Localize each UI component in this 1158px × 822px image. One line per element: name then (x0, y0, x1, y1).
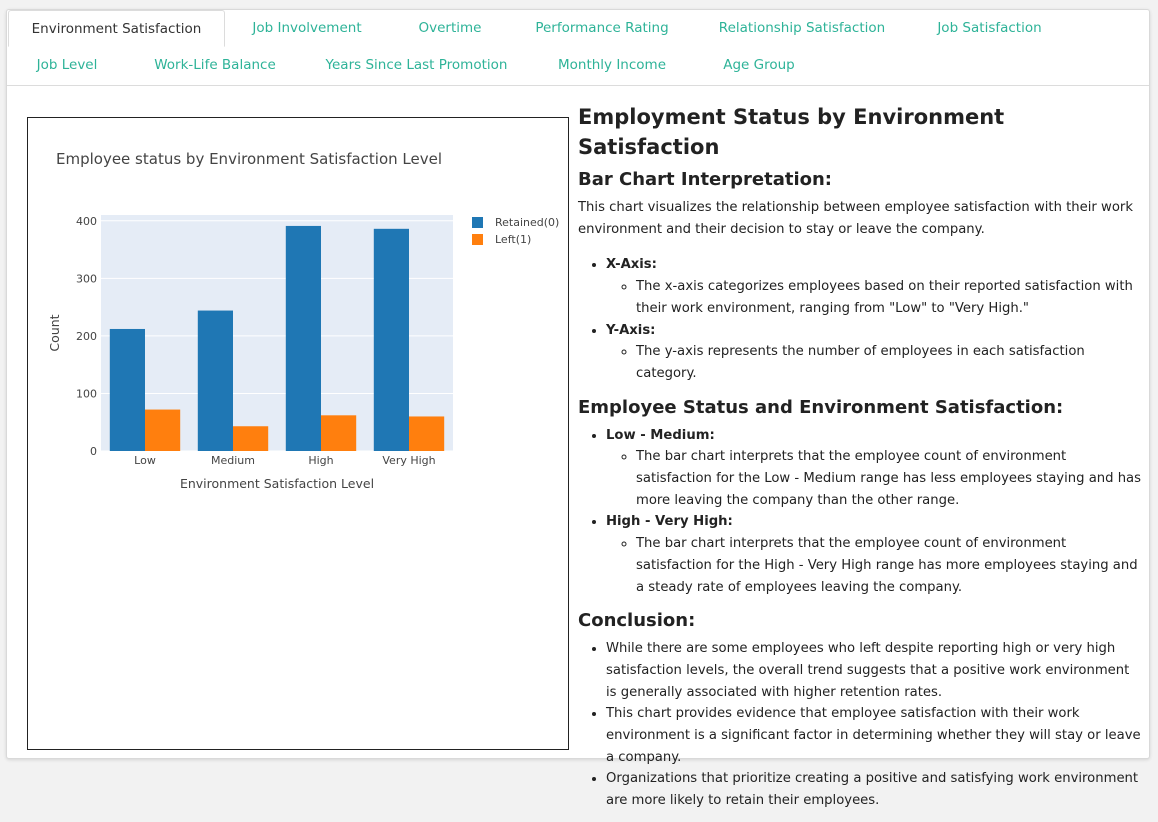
tab-job-involvement[interactable]: Job Involvement (252, 20, 362, 36)
x-axis-title: Environment Satisfaction Level (180, 476, 374, 491)
tab-work-life-balance[interactable]: Work-Life Balance (154, 57, 276, 73)
conclusion-heading: Conclusion: (578, 610, 696, 632)
high-very-high-description: The bar chart interprets that the employ… (636, 533, 1143, 598)
y-tick-label: 0 (90, 445, 97, 458)
axis-list: X-Axis: The x-axis categorizes employees… (578, 254, 1143, 384)
tab-overtime[interactable]: Overtime (418, 20, 482, 36)
list-item: Low - Medium: The bar chart interprets t… (606, 425, 1143, 512)
list-item: Y-Axis: The y-axis represents the number… (606, 320, 1143, 385)
tab-job-level[interactable]: Job Level (36, 57, 98, 73)
tab-age-group[interactable]: Age Group (723, 57, 795, 73)
high-very-high-label: High - Very High: (606, 514, 733, 530)
page-title: Employment Status by Environment Satisfa… (578, 105, 1005, 159)
conclusion-item: This chart provides evidence that employ… (606, 703, 1143, 768)
bar-left-high (321, 415, 357, 451)
bar-retained-medium (197, 310, 233, 451)
x-tick-labels: Low Medium High Very High (134, 454, 435, 467)
dashboard-card: Environment Satisfaction Job Involvement… (6, 9, 1150, 808)
y-axis-description: The y-axis represents the number of empl… (636, 341, 1143, 384)
bar-retained-high (285, 225, 321, 451)
bar-left-very-high (409, 416, 445, 451)
tab-performance-rating[interactable]: Performance Rating (535, 20, 669, 36)
interpretation-text: This chart visualizes the relationship b… (578, 200, 1133, 237)
bar-retained-very-high (373, 228, 409, 451)
y-tick-label: 400 (76, 215, 97, 228)
x-axis-label: X-Axis: (606, 257, 657, 273)
description-panel: Employment Status by Environment Satisfa… (578, 102, 1143, 822)
interpretation-heading: Bar Chart Interpretation: (578, 169, 833, 190)
x-tick-label: Medium (211, 454, 255, 467)
status-list: Low - Medium: The bar chart interprets t… (578, 425, 1143, 599)
y-tick-label: 300 (76, 272, 97, 285)
y-axis-title: Count (47, 314, 62, 351)
low-medium-description: The bar chart interprets that the employ… (636, 446, 1143, 511)
tab-monthly-income[interactable]: Monthly Income (557, 57, 667, 73)
chart-title: Employee status by Environment Satisfact… (56, 150, 442, 168)
status-heading: Employee Status and Environment Satisfac… (578, 396, 1064, 418)
x-tick-label: Very High (382, 454, 435, 467)
y-tick-label: 100 (76, 387, 97, 400)
legend-swatch (472, 217, 483, 228)
x-tick-label: Low (134, 454, 156, 467)
tab-bar: Environment Satisfaction Job Involvement… (7, 10, 1149, 86)
legend-label: Left(1) (495, 233, 531, 246)
list-item: High - Very High: The bar chart interpre… (606, 511, 1143, 598)
bar-retained-low (109, 328, 145, 451)
tab-environment-satisfaction[interactable]: Environment Satisfaction (8, 10, 225, 47)
conclusion-item: While there are some employees who left … (606, 638, 1143, 703)
list-item: X-Axis: The x-axis categorizes employees… (606, 254, 1143, 319)
legend-label: Retained(0) (495, 216, 559, 229)
tab-job-satisfaction[interactable]: Job Satisfaction (937, 20, 1042, 36)
legend-swatch (472, 234, 483, 245)
legend: Retained(0) Left(1) (472, 216, 559, 246)
y-tick-labels: 0 100 200 300 400 (76, 215, 97, 458)
tab-years-since-last-promotion[interactable]: Years Since Last Promotion (325, 57, 508, 73)
bar-left-low (145, 409, 181, 451)
conclusion-list: While there are some employees who left … (578, 638, 1143, 812)
x-tick-label: High (308, 454, 333, 467)
bar-left-medium (233, 426, 269, 451)
low-medium-label: Low - Medium: (606, 427, 715, 443)
chart-container: Employee status by Environment Satisfact… (27, 117, 569, 750)
y-axis-label: Y-Axis: (606, 322, 656, 338)
bar-group (109, 225, 445, 451)
tab-relationship-satisfaction[interactable]: Relationship Satisfaction (718, 20, 886, 36)
bar-chart: Employee status by Environment Satisfact… (47, 150, 559, 491)
x-axis-description: The x-axis categorizes employees based o… (636, 276, 1143, 319)
y-tick-label: 200 (76, 330, 97, 343)
